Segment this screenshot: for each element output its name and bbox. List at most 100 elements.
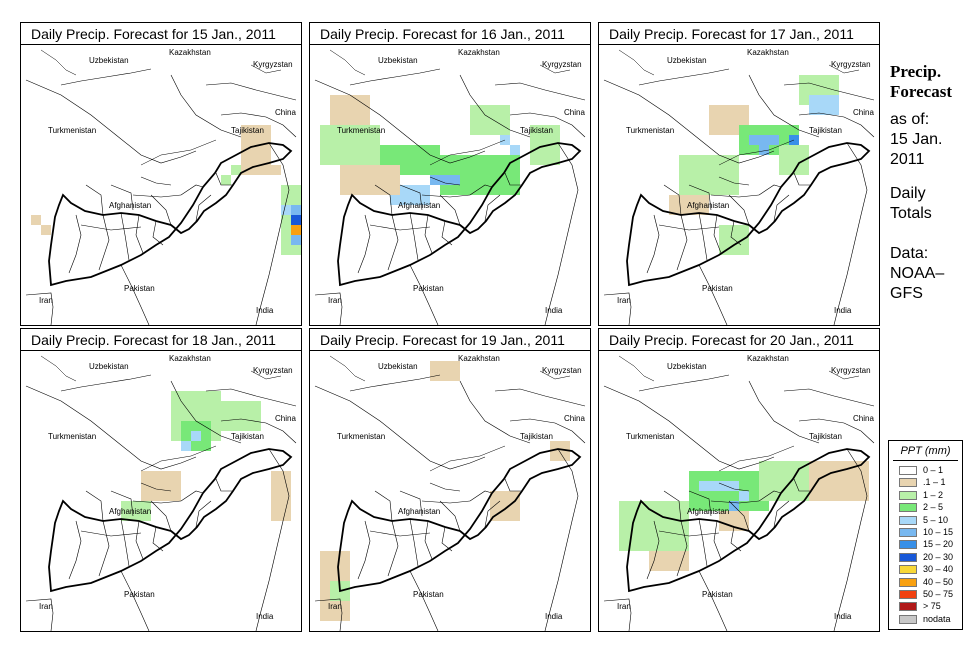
precip-cell (390, 165, 400, 175)
legend-label: 1 – 2 (923, 489, 944, 500)
precip-cell (819, 481, 829, 491)
precip-cell (470, 105, 480, 115)
precip-cell (330, 611, 340, 621)
precip-cell (799, 471, 809, 481)
precip-cell (271, 165, 281, 175)
province-border (150, 500, 172, 532)
province-border (110, 490, 134, 517)
province-border (773, 500, 790, 528)
country-label-tajikistan: Tajikistan (520, 126, 553, 135)
precip-cell (450, 371, 460, 381)
precip-cell (470, 115, 480, 125)
river-line (329, 355, 366, 382)
precip-cell (181, 391, 191, 401)
legend-label: 5 – 10 (923, 514, 949, 525)
precip-cell (669, 561, 679, 571)
side-data-source: Data: NOAA– GFS (890, 244, 944, 304)
precip-map: Kazakhstan Uzbekistan Kyrgyzstan China Turkm… (603, 354, 874, 631)
country-border (603, 385, 775, 470)
precip-cell (639, 511, 649, 521)
precip-cell (211, 431, 221, 441)
country-label-iran: Iran (39, 602, 53, 611)
precip-cell (231, 401, 241, 411)
precip-cell (261, 135, 271, 145)
precip-cell (550, 135, 560, 145)
afghanistan-border (48, 448, 293, 593)
precip-cell (819, 95, 829, 105)
precip-cell (350, 165, 360, 175)
precip-cell (709, 105, 719, 115)
precip-cell (829, 491, 839, 501)
precip-cell (161, 491, 171, 501)
legend-label: > 75 (923, 601, 941, 612)
precip-cell (719, 155, 729, 165)
precip-cell (410, 155, 420, 165)
country-label-uzbekistan: Uzbekistan (667, 56, 707, 65)
legend-swatch (899, 540, 917, 550)
precip-cell (271, 511, 281, 521)
precip-cell (171, 421, 181, 431)
country-label-afghanistan: Afghanistan (109, 201, 151, 210)
province-border (793, 478, 811, 492)
country-label-iran: Iran (328, 602, 342, 611)
precip-cell (809, 491, 819, 501)
precip-cell (380, 155, 390, 165)
precip-cell (709, 155, 719, 165)
precip-cell (350, 175, 360, 185)
precip-cell (320, 611, 330, 621)
province-border (132, 500, 182, 504)
precip-cell (291, 205, 301, 215)
province-border (80, 224, 142, 231)
country-label-kazakhstan: Kazakhstan (169, 48, 211, 57)
legend-label: nodata (923, 613, 951, 624)
precip-cell (719, 471, 729, 481)
precip-cell (799, 165, 809, 175)
totals-line2: Totals (890, 205, 932, 222)
precip-cell (430, 145, 440, 155)
legend-item: > 75 (899, 601, 959, 612)
precip-cell (839, 491, 849, 501)
precip-cell (729, 471, 739, 481)
precip-cell (261, 165, 271, 175)
country-border (459, 74, 531, 138)
forecast-panel-18jan: Daily Precip. Forecast for 18 Jan., 2011… (20, 328, 302, 632)
country-label-india: India (834, 612, 852, 621)
country-label-afghanistan: Afghanistan (109, 507, 151, 516)
forecast-panel-15jan: Daily Precip. Forecast for 15 Jan., 2011… (20, 22, 302, 326)
precip-cell (679, 531, 689, 541)
precip-cell (340, 571, 350, 581)
precip-cell (340, 561, 350, 571)
country-border (494, 388, 586, 407)
precip-cell (510, 145, 520, 155)
precip-cell (729, 155, 739, 165)
precip-cell (370, 155, 380, 165)
precip-cell (370, 135, 380, 145)
precip-cell (729, 521, 739, 531)
precip-cell (330, 591, 340, 601)
precip-cell (550, 441, 560, 451)
country-border (314, 385, 486, 470)
precip-cell (829, 461, 839, 471)
precip-cell (320, 551, 330, 561)
precip-cell (211, 401, 221, 411)
country-label-uzbekistan: Uzbekistan (667, 362, 707, 371)
precip-cell (291, 225, 301, 235)
precip-cell (719, 105, 729, 115)
precip-cell (410, 165, 420, 175)
country-label-uzbekistan: Uzbekistan (89, 56, 129, 65)
province-border (421, 194, 471, 198)
precip-cell (400, 185, 410, 195)
precip-cell (699, 481, 709, 491)
precip-cell (410, 145, 420, 155)
precip-cell (360, 95, 370, 105)
precip-cell (360, 115, 370, 125)
precip-cell (799, 491, 809, 501)
precip-cell (649, 561, 659, 571)
precip-cell (410, 185, 420, 195)
precip-cell (679, 165, 689, 175)
province-border (429, 482, 461, 492)
precip-cell (440, 371, 450, 381)
precip-cell (659, 561, 669, 571)
country-label-pakistan: Pakistan (702, 284, 733, 293)
precip-cell (480, 155, 490, 165)
